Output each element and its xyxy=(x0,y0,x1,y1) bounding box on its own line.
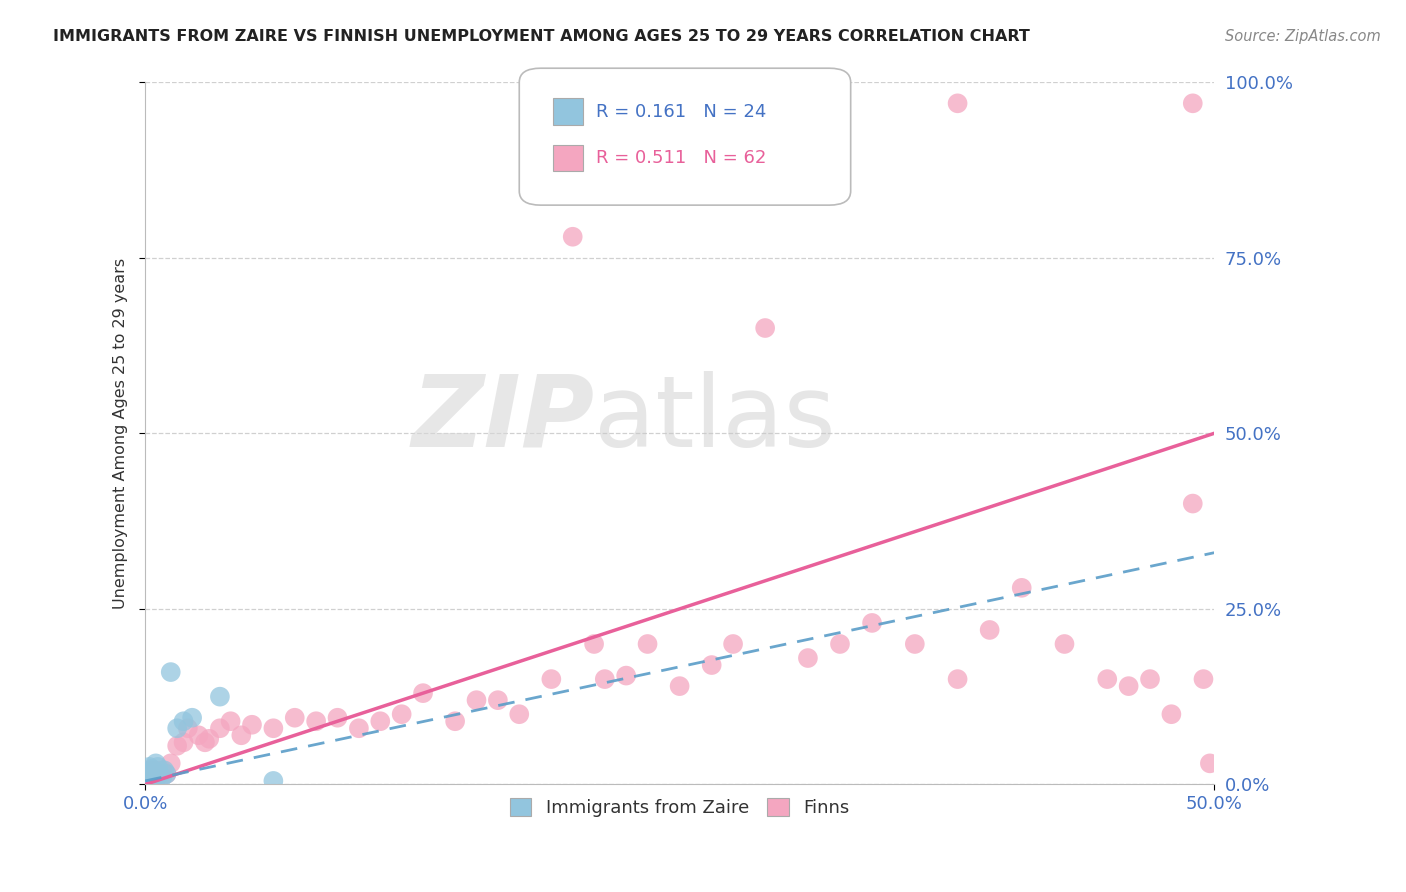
Point xyxy=(145,764,167,778)
Point xyxy=(198,731,221,746)
Text: Source: ZipAtlas.com: Source: ZipAtlas.com xyxy=(1225,29,1381,44)
Point xyxy=(391,707,413,722)
Point xyxy=(155,767,177,781)
Point xyxy=(979,623,1001,637)
Point xyxy=(155,767,177,781)
Point xyxy=(465,693,488,707)
Point xyxy=(946,672,969,686)
Point xyxy=(142,764,165,778)
Point xyxy=(149,767,172,781)
Point xyxy=(146,760,169,774)
Text: R = 0.161   N = 24: R = 0.161 N = 24 xyxy=(596,103,766,120)
Point xyxy=(146,767,169,781)
Point xyxy=(145,756,167,771)
Point xyxy=(153,764,176,778)
Point xyxy=(946,96,969,111)
Point xyxy=(138,771,160,785)
Point xyxy=(141,767,163,781)
FancyBboxPatch shape xyxy=(554,145,583,171)
Point xyxy=(240,717,263,731)
Point xyxy=(145,773,167,788)
Point xyxy=(305,714,328,729)
Point xyxy=(142,769,165,783)
Point xyxy=(149,771,172,785)
Point xyxy=(754,321,776,335)
FancyBboxPatch shape xyxy=(519,68,851,205)
Point xyxy=(142,771,165,785)
Point xyxy=(614,668,637,682)
Point xyxy=(219,714,242,729)
Point xyxy=(284,711,307,725)
Text: R = 0.511   N = 62: R = 0.511 N = 62 xyxy=(596,149,766,167)
Point xyxy=(1053,637,1076,651)
Y-axis label: Unemployment Among Ages 25 to 29 years: Unemployment Among Ages 25 to 29 years xyxy=(114,258,128,609)
Point xyxy=(828,637,851,651)
Point xyxy=(187,728,209,742)
Point xyxy=(138,772,160,786)
Point xyxy=(637,637,659,651)
Point xyxy=(150,764,173,778)
Point xyxy=(486,693,509,707)
Point xyxy=(593,672,616,686)
Point xyxy=(136,769,159,783)
Point xyxy=(173,714,195,729)
Point xyxy=(141,762,163,776)
Point xyxy=(138,760,160,774)
Point xyxy=(159,756,181,771)
Point xyxy=(177,721,200,735)
Point xyxy=(668,679,690,693)
Point xyxy=(146,769,169,783)
Point xyxy=(194,735,217,749)
Point xyxy=(166,739,188,753)
Point xyxy=(1192,672,1215,686)
Point xyxy=(540,672,562,686)
Point xyxy=(860,615,883,630)
Point xyxy=(181,711,204,725)
Point xyxy=(508,707,530,722)
Point xyxy=(368,714,391,729)
Point xyxy=(904,637,927,651)
Point xyxy=(136,773,159,788)
Point xyxy=(326,711,349,725)
Point xyxy=(412,686,434,700)
Point xyxy=(166,721,188,735)
Point xyxy=(141,772,163,786)
Text: IMMIGRANTS FROM ZAIRE VS FINNISH UNEMPLOYMENT AMONG AGES 25 TO 29 YEARS CORRELAT: IMMIGRANTS FROM ZAIRE VS FINNISH UNEMPLO… xyxy=(53,29,1031,44)
Point xyxy=(159,665,181,679)
Legend: Immigrants from Zaire, Finns: Immigrants from Zaire, Finns xyxy=(502,791,856,824)
Point xyxy=(1181,96,1204,111)
Point xyxy=(1139,672,1161,686)
Point xyxy=(138,764,160,778)
Text: ZIP: ZIP xyxy=(411,371,595,467)
Point xyxy=(262,721,284,735)
Point xyxy=(1160,707,1182,722)
Point xyxy=(208,721,231,735)
Text: atlas: atlas xyxy=(595,371,835,467)
Point xyxy=(1011,581,1033,595)
Point xyxy=(561,229,583,244)
Point xyxy=(700,658,723,673)
Point xyxy=(141,773,163,788)
Point xyxy=(1199,756,1222,771)
FancyBboxPatch shape xyxy=(554,98,583,125)
Point xyxy=(262,773,284,788)
Point xyxy=(1097,672,1119,686)
Point xyxy=(208,690,231,704)
Point xyxy=(150,771,173,785)
Point xyxy=(173,735,195,749)
Point xyxy=(231,728,253,742)
Point xyxy=(138,764,160,779)
Point xyxy=(347,721,370,735)
Point xyxy=(797,651,820,665)
Point xyxy=(1181,497,1204,511)
Point xyxy=(721,637,744,651)
Point xyxy=(583,637,606,651)
Point xyxy=(444,714,467,729)
Point xyxy=(136,773,159,788)
Point xyxy=(1118,679,1140,693)
Point xyxy=(141,764,163,779)
Point xyxy=(145,772,167,786)
